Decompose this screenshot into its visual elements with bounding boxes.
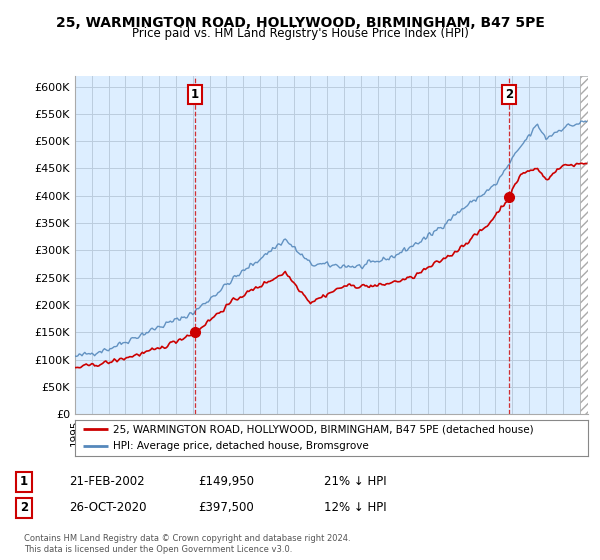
Text: Price paid vs. HM Land Registry's House Price Index (HPI): Price paid vs. HM Land Registry's House … (131, 27, 469, 40)
Text: 2: 2 (20, 501, 28, 515)
Text: 25, WARMINGTON ROAD, HOLLYWOOD, BIRMINGHAM, B47 5PE: 25, WARMINGTON ROAD, HOLLYWOOD, BIRMINGH… (56, 16, 544, 30)
Text: Contains HM Land Registry data © Crown copyright and database right 2024.: Contains HM Land Registry data © Crown c… (24, 534, 350, 543)
Text: 1: 1 (191, 88, 199, 101)
Text: 21% ↓ HPI: 21% ↓ HPI (324, 475, 386, 488)
Text: 21-FEB-2002: 21-FEB-2002 (69, 475, 145, 488)
Text: 25, WARMINGTON ROAD, HOLLYWOOD, BIRMINGHAM, B47 5PE (detached house): 25, WARMINGTON ROAD, HOLLYWOOD, BIRMINGH… (113, 424, 534, 434)
Text: 1: 1 (20, 475, 28, 488)
Text: 26-OCT-2020: 26-OCT-2020 (69, 501, 146, 515)
Text: This data is licensed under the Open Government Licence v3.0.: This data is licensed under the Open Gov… (24, 545, 292, 554)
Text: 12% ↓ HPI: 12% ↓ HPI (324, 501, 386, 515)
Text: £149,950: £149,950 (198, 475, 254, 488)
Text: HPI: Average price, detached house, Bromsgrove: HPI: Average price, detached house, Brom… (113, 441, 369, 451)
Text: 2: 2 (505, 88, 514, 101)
Text: £397,500: £397,500 (198, 501, 254, 515)
